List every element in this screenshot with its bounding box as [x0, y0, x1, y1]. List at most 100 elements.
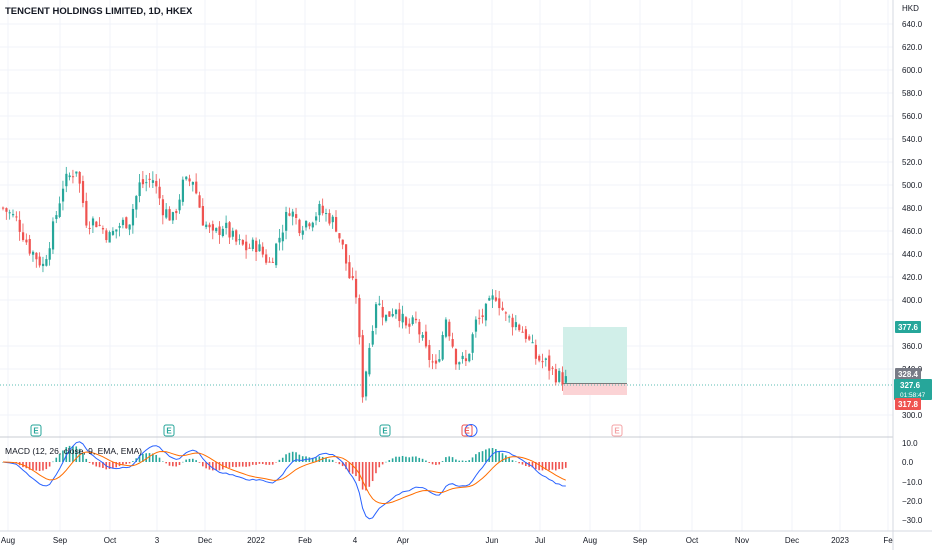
candle [551, 366, 554, 376]
macd-bar [468, 460, 470, 462]
candle [451, 332, 454, 349]
macd-bar [371, 462, 374, 482]
macd-bar [475, 454, 477, 462]
macd-bar [85, 458, 88, 462]
candle [398, 302, 401, 328]
macd-bar [175, 462, 177, 467]
macd-bar [435, 462, 437, 465]
candle [531, 334, 534, 344]
candle [265, 249, 268, 265]
candle [188, 174, 191, 187]
time-tick-label: Aug [1, 536, 15, 545]
price-tick-label: 360.0 [902, 342, 923, 351]
macd-bar [55, 457, 58, 462]
macd-bar [218, 462, 221, 471]
candle [81, 175, 85, 208]
macd-bar [145, 453, 147, 462]
macd-bar [445, 457, 447, 462]
macd-bar [288, 452, 291, 462]
candle [328, 209, 331, 226]
time-tick-label: Aug [583, 536, 597, 545]
candle [131, 204, 135, 234]
earnings-marker[interactable]: E [379, 424, 391, 437]
candle [231, 227, 234, 240]
candle [218, 221, 221, 244]
macd-bar [538, 462, 540, 471]
candle [5, 207, 8, 220]
stop-zone[interactable] [563, 383, 627, 396]
candle [521, 326, 524, 333]
candle [514, 315, 518, 331]
price-axis-panel[interactable] [893, 0, 932, 550]
candle [185, 175, 188, 181]
earnings-markers: E E E E E [30, 424, 623, 437]
macd-bar [398, 456, 401, 462]
candle [354, 270, 358, 304]
macd-bar [285, 454, 287, 462]
candle [175, 208, 178, 220]
price-tick-label: 520.0 [902, 158, 923, 167]
macd-bar [458, 460, 461, 462]
candle [35, 252, 38, 268]
candle [418, 319, 421, 343]
candle [464, 349, 468, 367]
macd-bar [148, 453, 151, 462]
last-price-tag: 328.4 [895, 368, 921, 380]
macd-bar [142, 453, 144, 462]
macd-axis-ticks: 10.0 0.0 −10.0 −20.0 −30.0 [902, 439, 923, 525]
candle [71, 169, 75, 184]
macd-bar [481, 451, 484, 462]
candle [148, 172, 151, 188]
macd-bar [275, 462, 277, 463]
macd-bar [511, 460, 514, 462]
macd-bar [544, 462, 547, 470]
earnings-marker[interactable]: E [461, 424, 478, 437]
candle [441, 331, 444, 361]
candle [564, 369, 567, 384]
macd-bar [338, 462, 341, 465]
indicator-label[interactable]: MACD (12, 26, close, 9, EMA, EMA) [5, 446, 142, 456]
selection-ring-icon [464, 424, 478, 437]
svg-text:328.4: 328.4 [898, 370, 919, 379]
candle [444, 317, 448, 339]
macd-bar [455, 459, 457, 462]
macd-bar [348, 462, 351, 473]
candle [305, 220, 308, 231]
macd-bar [132, 461, 134, 462]
candle [158, 178, 161, 206]
macd-bar [192, 458, 194, 462]
earnings-marker[interactable]: E [30, 424, 42, 437]
macd-bar [315, 457, 317, 462]
candle [8, 209, 11, 220]
current-price-tag: 327.6 01:58:47 [894, 379, 932, 400]
grid-lines [0, 0, 893, 531]
candle [215, 227, 218, 234]
candle [321, 198, 324, 216]
macd-bar [495, 449, 497, 462]
macd-bar [165, 462, 167, 464]
macd-bar [451, 457, 454, 462]
candle [471, 332, 474, 361]
macd-bar [518, 462, 520, 464]
candle [258, 239, 261, 252]
candle [125, 216, 128, 229]
candle [261, 242, 264, 258]
time-tick-label: Oct [686, 536, 699, 545]
earnings-marker-label: E [382, 427, 388, 436]
macd-bar [438, 462, 441, 465]
candle [534, 339, 537, 365]
macd-bar [554, 462, 557, 471]
earnings-marker-label: E [33, 427, 39, 436]
price-tick-label: 400.0 [902, 296, 923, 305]
macd-bar [268, 462, 271, 465]
target-zone[interactable] [563, 327, 627, 384]
earnings-marker[interactable]: E [611, 424, 623, 437]
candle [105, 228, 108, 243]
macd-bar [564, 462, 567, 468]
candle [424, 324, 428, 349]
candle [325, 208, 328, 222]
time-tick-label: Nov [735, 536, 749, 545]
earnings-marker[interactable]: E [163, 424, 175, 437]
